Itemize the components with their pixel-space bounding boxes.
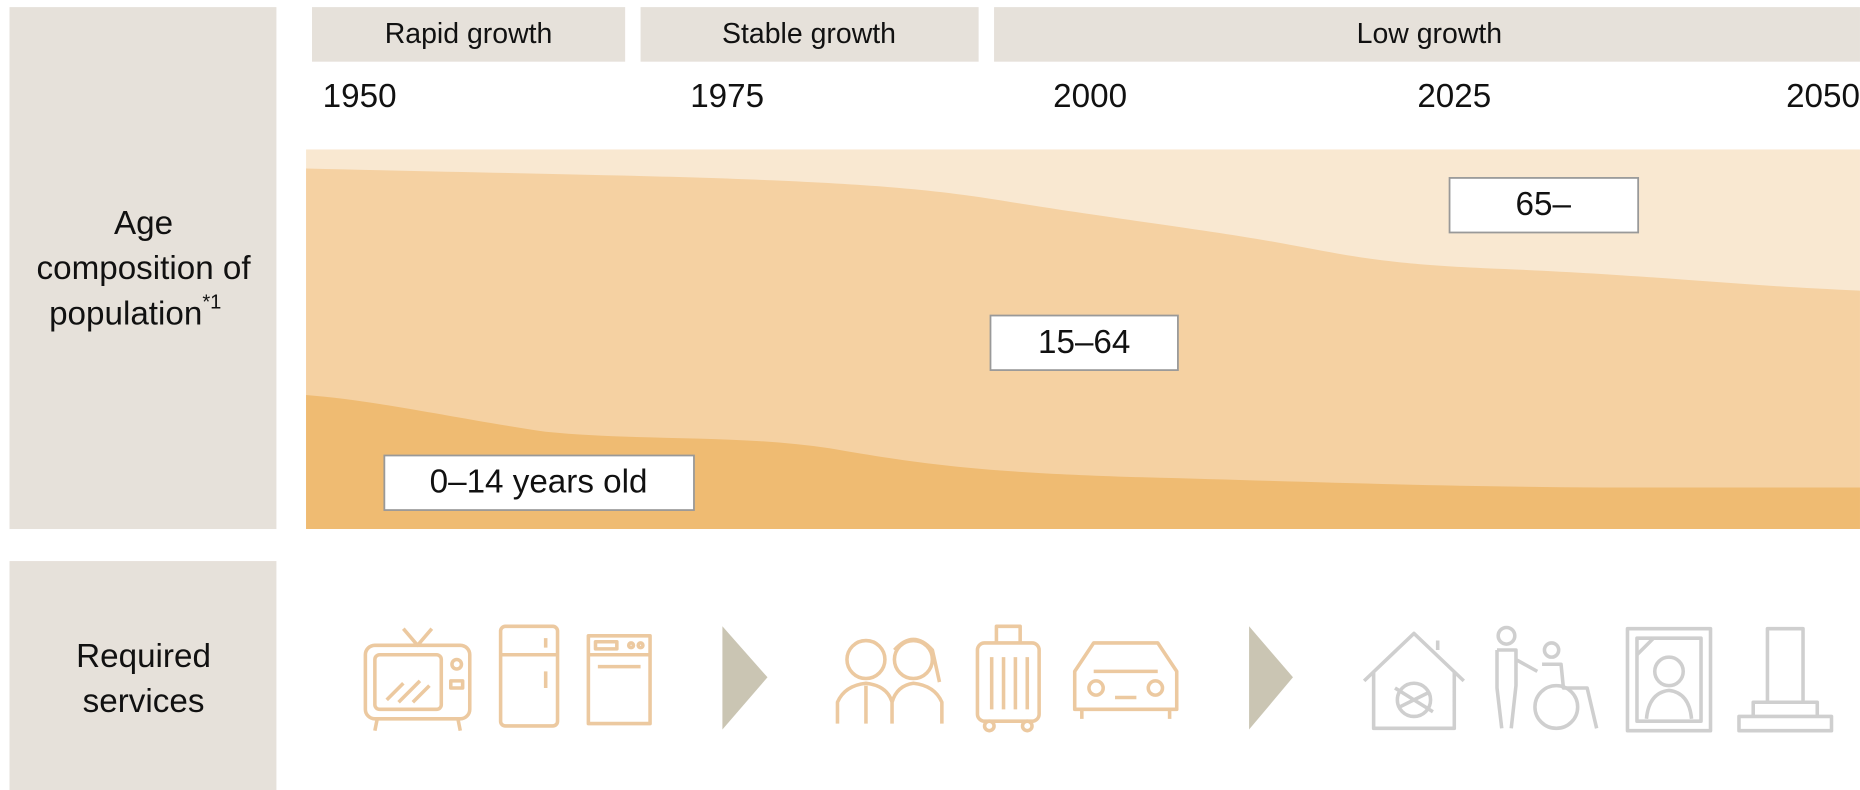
row-label-line: population (49, 295, 202, 332)
area-label-box (383, 454, 695, 511)
icon-grave (1737, 626, 1834, 733)
icon-car (1072, 641, 1179, 719)
row-label: Age (114, 205, 173, 242)
icon-caregiving (1495, 625, 1599, 731)
phase-label: Rapid growth (385, 18, 553, 50)
phase-header (994, 7, 1860, 62)
row-label: composition of (37, 250, 252, 287)
icon-tv (363, 627, 472, 732)
area-label: 65– (1516, 186, 1572, 223)
year-label: 2050 (1786, 78, 1860, 115)
area-label-box (989, 314, 1179, 371)
area-label: 15–64 (1038, 324, 1130, 361)
year-label: 2000 (1053, 78, 1127, 115)
phase-label: Low growth (1357, 18, 1503, 50)
row-label-panel (9, 7, 277, 530)
area-label-box (1448, 177, 1640, 234)
row-label: population*1 (49, 292, 221, 332)
phase-header (640, 7, 979, 62)
icon-dishwasher (586, 634, 652, 726)
phase-label: Stable growth (722, 18, 896, 50)
row-label-panel (9, 561, 277, 790)
year-label: 1975 (690, 78, 764, 115)
year-label: 2025 (1417, 78, 1491, 115)
phase-header (311, 7, 626, 62)
arrow (1249, 626, 1293, 730)
row-label: services (83, 683, 205, 720)
area-label: 0–14 years old (430, 464, 648, 501)
icon-suitcase (975, 624, 1041, 733)
row-label: Required (76, 638, 211, 675)
icon-home-repair (1362, 631, 1466, 731)
footnote-mark: *1 (202, 292, 221, 314)
year-label: 1950 (323, 78, 397, 115)
icon-wedding (835, 637, 944, 724)
icon-fridge (498, 624, 560, 728)
arrow (722, 626, 768, 730)
icon-portrait (1625, 626, 1713, 733)
